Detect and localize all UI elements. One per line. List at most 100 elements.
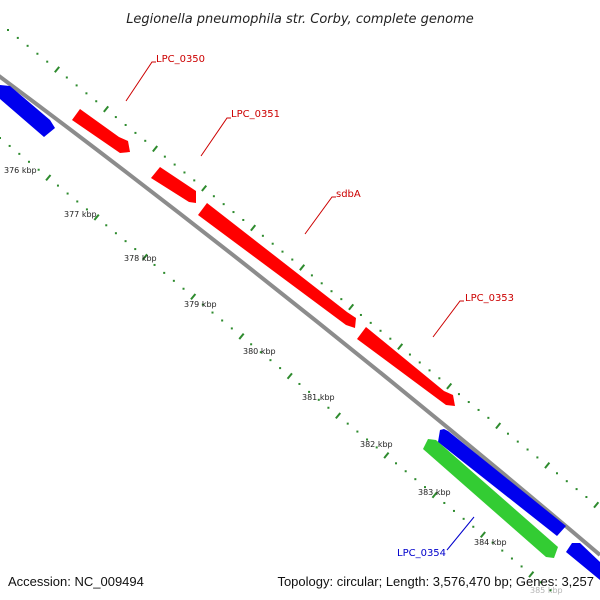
- inner-ring-minor-tick: [124, 240, 127, 243]
- outer-ring-minor-tick: [379, 329, 382, 332]
- leader-lpc-0354: [446, 516, 475, 551]
- label-lpc-0353: LPC_0353: [465, 293, 514, 304]
- leader-lpc-0351: [200, 117, 231, 157]
- scale-label-381: 381 kbp: [302, 393, 335, 402]
- outer-ring-minor-tick: [565, 480, 568, 483]
- outer-ring-minor-tick: [75, 84, 78, 87]
- outer-ring-minor-tick: [16, 36, 19, 39]
- outer-ring-minor-tick: [291, 258, 294, 261]
- outer-ring-minor-tick: [330, 290, 333, 293]
- inner-ring-minor-tick: [356, 430, 359, 433]
- inner-ring-minor-tick: [501, 549, 504, 552]
- inner-ring-minor-tick: [308, 390, 311, 393]
- outer-ring-major-tick: [54, 66, 60, 73]
- outer-ring-major-tick: [495, 422, 502, 430]
- outer-ring-minor-tick: [487, 416, 490, 419]
- inner-ring-minor-tick: [182, 287, 185, 290]
- outer-ring-minor-tick: [183, 171, 186, 174]
- inner-ring-minor-tick: [462, 517, 465, 520]
- inner-ring-minor-tick: [172, 279, 175, 282]
- outer-ring-minor-tick: [242, 218, 245, 221]
- scale-label-377: 377 kbp: [64, 210, 97, 219]
- inner-ring-minor-tick: [8, 144, 11, 147]
- feature-lpc-0350[interactable]: [72, 109, 130, 153]
- inner-ring-minor-tick: [76, 200, 79, 203]
- inner-ring-minor-tick: [520, 565, 523, 568]
- outer-ring-minor-tick: [65, 76, 68, 79]
- inner-ring-minor-tick: [539, 581, 542, 584]
- inner-ring-minor-tick: [259, 351, 262, 354]
- inner-ring-minor-tick: [153, 263, 156, 266]
- scale-label-376: 376 kbp: [4, 166, 37, 175]
- outer-ring-minor-tick: [7, 29, 9, 31]
- inner-ring-major-tick: [190, 293, 197, 301]
- inner-ring-minor-tick: [211, 311, 214, 314]
- outer-ring-minor-tick: [310, 274, 313, 277]
- tick-dots-layer: [0, 29, 588, 592]
- inner-ring-major-tick: [45, 174, 52, 182]
- inner-ring-minor-tick: [56, 184, 59, 187]
- inner-ring-minor-tick: [250, 343, 253, 346]
- inner-ring-minor-tick: [346, 422, 349, 425]
- topology-summary: Topology: circular; Length: 3,576,470 bp…: [277, 574, 594, 589]
- outer-ring-minor-tick: [36, 52, 39, 55]
- inner-ring-major-tick: [528, 571, 535, 578]
- outer-ring-minor-tick: [389, 337, 392, 340]
- outer-ring-minor-tick: [428, 369, 431, 372]
- inner-ring-minor-tick: [134, 248, 137, 251]
- feature-sdba[interactable]: [198, 203, 356, 328]
- outer-ring-major-tick: [299, 264, 306, 271]
- outer-ring-minor-tick: [261, 234, 264, 237]
- outer-ring-minor-tick: [438, 377, 441, 380]
- map-title: Legionella pneumophila str. Corby, compl…: [126, 12, 474, 27]
- inner-ring-major-tick: [286, 372, 293, 380]
- inner-ring-minor-tick: [114, 232, 117, 235]
- inner-ring-major-tick: [335, 412, 342, 420]
- inner-ring-minor-tick: [279, 367, 282, 370]
- inner-ring-minor-tick: [0, 137, 1, 139]
- outer-ring-minor-tick: [408, 353, 411, 356]
- inner-ring-major-tick: [238, 333, 245, 340]
- inner-ring-minor-tick: [327, 406, 330, 409]
- outer-ring-minor-tick: [526, 448, 529, 451]
- outer-ring-minor-tick: [46, 60, 49, 63]
- features-layer: [0, 85, 600, 580]
- label-lpc-0354: LPC_0354: [397, 548, 446, 559]
- outer-ring-minor-tick: [555, 472, 558, 475]
- inner-ring-minor-tick: [85, 208, 88, 211]
- outer-ring-major-tick: [348, 303, 355, 311]
- feature-reverse-right-2[interactable]: [566, 543, 600, 580]
- inner-ring-minor-tick: [27, 160, 30, 163]
- label-sdba: sdbA: [336, 189, 361, 200]
- outer-ring-minor-tick: [575, 488, 578, 491]
- label-lpc-0351: LPC_0351: [231, 109, 280, 120]
- leader-sdba: [304, 196, 336, 235]
- outer-ring-minor-tick: [467, 401, 470, 404]
- feature-lpc-0353[interactable]: [357, 327, 455, 406]
- inner-ring-major-tick: [479, 531, 486, 539]
- inner-ring-minor-tick: [66, 192, 69, 195]
- scale-label-379: 379 kbp: [184, 300, 217, 309]
- inner-ring-major-tick: [93, 214, 100, 221]
- outer-ring-minor-tick: [536, 456, 539, 459]
- outer-ring-minor-tick: [193, 179, 196, 182]
- inner-ring-minor-tick: [37, 168, 40, 171]
- outer-ring-minor-tick: [369, 321, 372, 324]
- outer-ring-major-tick: [397, 343, 404, 350]
- inner-ring-minor-tick: [404, 470, 407, 473]
- inner-ring-minor-tick: [201, 303, 204, 306]
- inner-ring-major-tick: [383, 452, 390, 459]
- outer-ring-major-tick: [201, 184, 208, 192]
- inner-ring-minor-tick: [443, 501, 446, 504]
- outer-ring-major-tick: [103, 105, 110, 113]
- inner-ring-minor-tick: [549, 589, 552, 592]
- feature-lpc-0354[interactable]: [423, 439, 558, 558]
- feature-lpc-0351[interactable]: [151, 167, 196, 203]
- outer-ring-minor-tick: [320, 282, 323, 285]
- inner-ring-minor-tick: [423, 486, 426, 489]
- inner-ring-minor-tick: [105, 224, 108, 227]
- outer-ring-minor-tick: [163, 155, 166, 158]
- feature-reverse-right-1[interactable]: [438, 429, 566, 536]
- feature-reverse-left[interactable]: [0, 85, 55, 137]
- inner-ring-minor-tick: [452, 509, 455, 512]
